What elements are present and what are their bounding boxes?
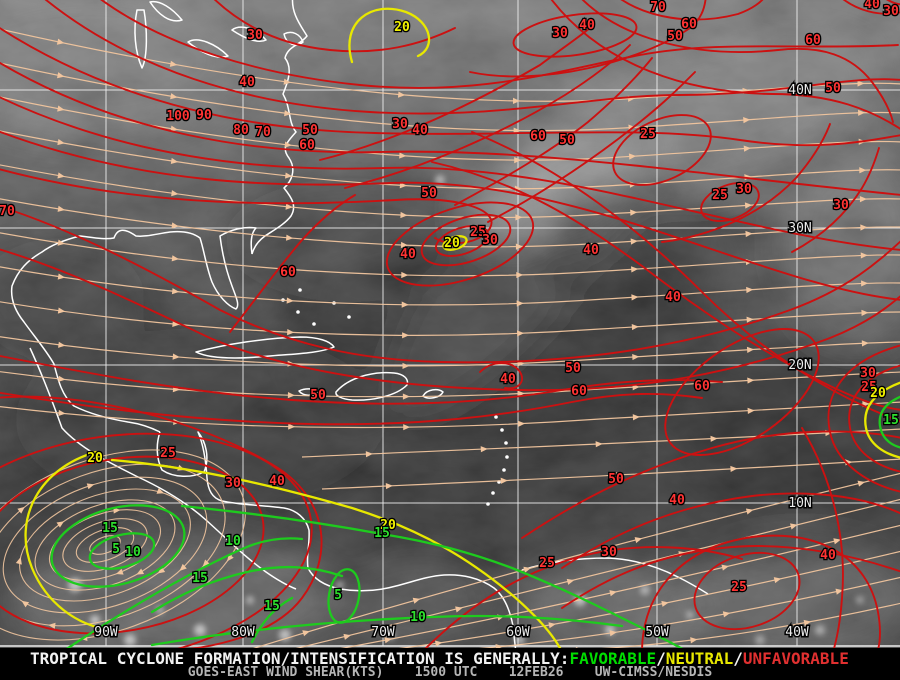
svg-text:80: 80 [233,123,249,138]
svg-text:10N: 10N [788,496,811,511]
legend-line: TROPICAL CYCLONE FORMATION/INTENSIFICATI… [30,649,849,668]
svg-text:60: 60 [681,17,697,32]
svg-text:40: 40 [665,290,681,305]
svg-text:50: 50 [565,361,581,376]
svg-text:40: 40 [400,247,416,262]
svg-text:60: 60 [280,265,296,280]
svg-text:40: 40 [669,493,685,508]
svg-text:30: 30 [833,198,849,213]
svg-text:70W: 70W [371,625,395,640]
svg-text:30: 30 [225,476,241,491]
svg-text:30: 30 [601,545,617,560]
legend-unfavorable: UNFAVORABLE [742,649,849,668]
svg-text:50: 50 [825,81,841,96]
svg-text:60: 60 [694,379,710,394]
svg-text:10: 10 [225,534,241,549]
legend-headline: TROPICAL CYCLONE FORMATION/INTENSIFICATI… [30,649,570,668]
svg-text:25: 25 [470,225,486,240]
svg-text:70: 70 [650,0,666,15]
footer-bar: TROPICAL CYCLONE FORMATION/INTENSIFICATI… [0,648,900,680]
svg-text:15: 15 [374,526,390,541]
svg-text:25: 25 [731,580,747,595]
shear-contours [0,0,900,648]
svg-text:70: 70 [0,204,15,219]
svg-text:20: 20 [394,20,410,35]
svg-text:20: 20 [444,236,460,251]
svg-text:10: 10 [125,545,141,560]
svg-text:15: 15 [883,413,899,428]
svg-text:60: 60 [299,138,315,153]
svg-text:25: 25 [160,446,176,461]
svg-text:5: 5 [112,542,120,557]
svg-text:30: 30 [883,4,899,19]
svg-text:70: 70 [255,125,271,140]
legend-neutral: NEUTRAL [665,649,734,668]
svg-text:90W: 90W [94,625,118,640]
svg-text:20: 20 [380,518,396,533]
svg-text:50: 50 [608,472,624,487]
svg-text:25: 25 [712,188,728,203]
svg-text:60: 60 [571,384,587,399]
svg-text:30: 30 [247,28,263,43]
svg-text:25: 25 [640,127,656,142]
svg-text:60: 60 [530,129,546,144]
svg-text:50W: 50W [645,625,669,640]
svg-text:50: 50 [667,29,683,44]
svg-text:10: 10 [410,610,426,625]
svg-text:50: 50 [302,123,318,138]
svg-text:40N: 40N [788,83,811,98]
svg-text:60: 60 [805,33,821,48]
svg-text:40: 40 [269,474,285,489]
svg-text:40: 40 [864,0,880,12]
svg-text:30: 30 [482,233,498,248]
svg-text:30: 30 [860,366,876,381]
grid-labels: 40N 30N 20N 10N 90W 80W 70W 60W 50W 40W [93,82,813,642]
svg-text:20N: 20N [788,358,811,373]
circulation-spiral [0,449,246,642]
svg-text:30: 30 [392,117,408,132]
svg-text:25: 25 [539,556,555,571]
svg-text:40: 40 [820,548,836,563]
svg-text:30: 30 [552,26,568,41]
svg-text:20: 20 [870,386,886,401]
svg-text:100: 100 [166,109,190,124]
svg-text:30N: 30N [788,221,811,236]
svg-text:30: 30 [736,182,752,197]
svg-text:20: 20 [87,451,103,466]
svg-text:15: 15 [264,599,280,614]
svg-text:50: 50 [310,388,326,403]
svg-text:15: 15 [102,521,118,536]
svg-text:40W: 40W [785,625,809,640]
credit-line: GOES-EAST WIND SHEAR(KTS) 1500 UTC 12FEB… [187,665,713,680]
svg-text:15: 15 [192,571,208,586]
legend-separator-1: / [656,649,666,668]
svg-text:90: 90 [196,108,212,123]
svg-text:50: 50 [559,133,575,148]
svg-text:25: 25 [861,380,877,395]
svg-text:50: 50 [421,186,437,201]
svg-text:40: 40 [500,372,516,387]
svg-text:40: 40 [583,243,599,258]
svg-text:60W: 60W [506,625,530,640]
legend-separator-2: / [733,649,743,668]
svg-text:40: 40 [239,75,255,90]
svg-text:40: 40 [579,18,595,33]
svg-text:80W: 80W [231,625,255,640]
legend-favorable: FAVORABLE [569,649,657,668]
wind-streamlines [0,28,900,648]
svg-text:5: 5 [334,588,342,603]
svg-text:40: 40 [412,123,428,138]
